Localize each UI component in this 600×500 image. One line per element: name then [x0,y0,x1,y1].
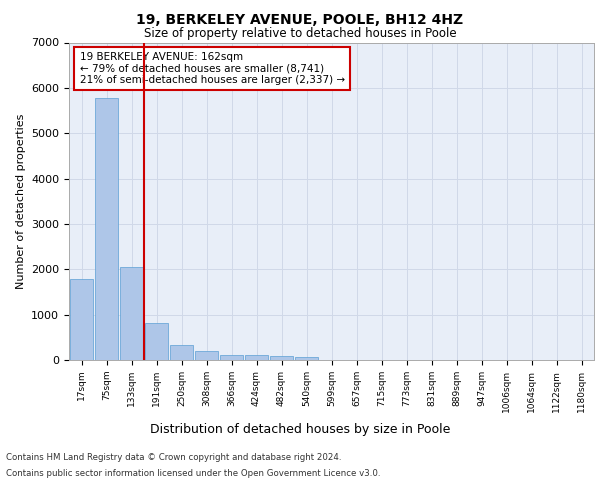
Bar [145,323,168,360]
Bar [120,266,143,360]
Text: 19, BERKELEY AVENUE, POOLE, BH12 4HZ: 19, BERKELEY AVENUE, POOLE, BH12 4HZ [136,12,464,26]
Bar [220,354,243,360]
Bar [95,98,118,360]
Bar [295,356,318,360]
Bar [195,351,218,360]
Text: Size of property relative to detached houses in Poole: Size of property relative to detached ho… [143,28,457,40]
Text: Contains HM Land Registry data © Crown copyright and database right 2024.: Contains HM Land Registry data © Crown c… [6,454,341,462]
Text: Distribution of detached houses by size in Poole: Distribution of detached houses by size … [150,422,450,436]
Bar [170,344,193,360]
Bar [245,356,268,360]
Bar [70,280,93,360]
Text: 19 BERKELEY AVENUE: 162sqm
← 79% of detached houses are smaller (8,741)
21% of s: 19 BERKELEY AVENUE: 162sqm ← 79% of deta… [79,52,344,85]
Y-axis label: Number of detached properties: Number of detached properties [16,114,26,289]
Text: Contains public sector information licensed under the Open Government Licence v3: Contains public sector information licen… [6,468,380,477]
Bar [270,356,293,360]
